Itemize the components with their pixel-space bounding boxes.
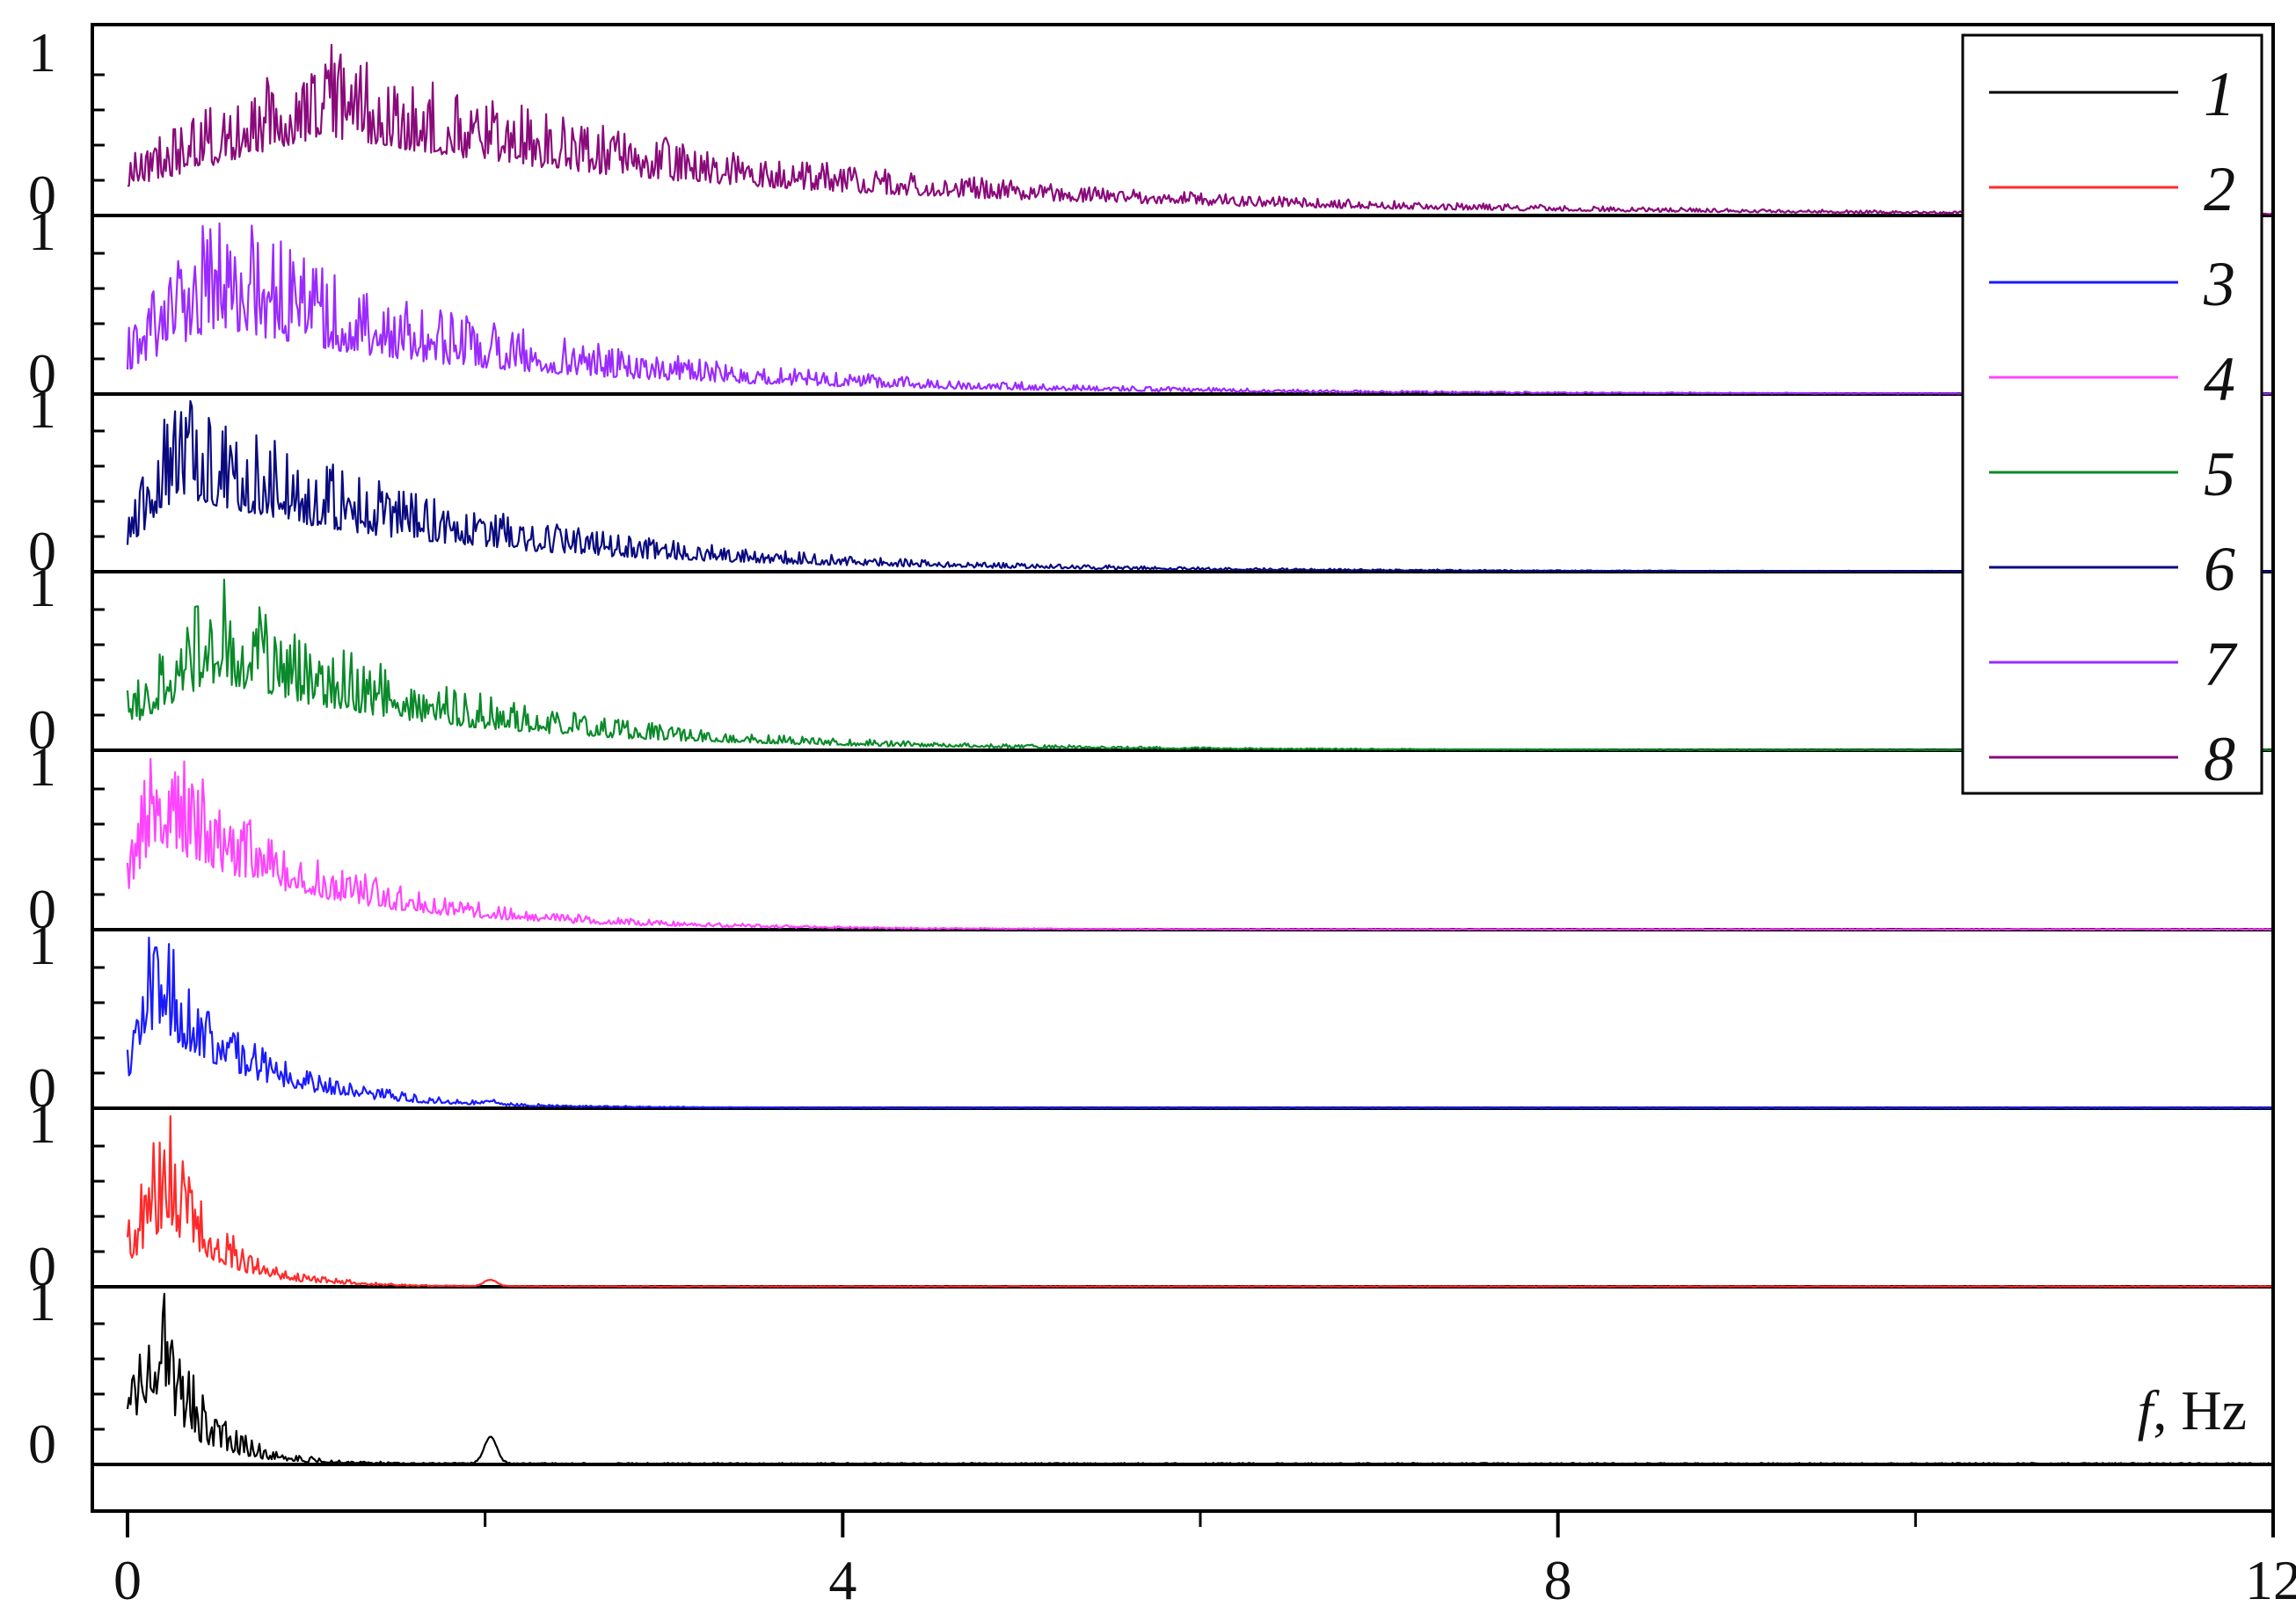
trace-group (126, 43, 2274, 1466)
series-line-6 (126, 399, 2274, 573)
legend-label-8: 8 (2204, 724, 2235, 794)
legend-label-7: 7 (2204, 629, 2238, 699)
legend-label-1: 1 (2204, 59, 2235, 129)
legend-box (1961, 33, 2263, 795)
y-tick-label-0-panel-4: 0 (28, 878, 56, 940)
y-tick-label-1-panel-1: 1 (28, 1270, 56, 1333)
x-axis-label: f, Hz (2138, 1379, 2247, 1442)
series-line-1 (126, 1292, 2274, 1466)
panel-group (92, 214, 2273, 1466)
y-tick-label-1-panel-5: 1 (28, 556, 56, 618)
x-axis: 0 4 8 12 (113, 1511, 2296, 1611)
y-tick-label-1-panel-3: 1 (28, 914, 56, 976)
y-tick-label-0-panel-6: 0 (28, 520, 56, 582)
x-tick-label-8: 8 (1544, 1549, 1572, 1611)
y-tick-label-0-panel-1: 0 (28, 1413, 56, 1475)
y-tick-label-1-panel-7: 1 (28, 200, 56, 262)
y-tick-label-1-panel-6: 1 (28, 377, 56, 440)
legend-label-4: 4 (2204, 344, 2235, 414)
legend-label-6: 6 (2204, 534, 2235, 604)
series-line-7 (126, 222, 2274, 395)
legend: 1 2 3 4 5 6 7 8 (1961, 33, 2263, 795)
y-tick-label-1-panel-8: 1 (28, 21, 56, 84)
legend-label-5: 5 (2204, 439, 2235, 509)
series-line-3 (126, 936, 2274, 1110)
series-line-2 (126, 1114, 2274, 1289)
x-axis-label-unit: , Hz (2153, 1379, 2247, 1442)
y-tick-label-0-panel-5: 0 (28, 698, 56, 761)
x-tick-label-12: 12 (2245, 1549, 2296, 1611)
series-line-4 (126, 757, 2274, 931)
series-line-8 (127, 43, 2274, 215)
y-tick-label-0-panel-7: 0 (28, 342, 56, 405)
y-tick-label-0-panel-8: 0 (28, 164, 56, 226)
legend-label-3: 3 (2203, 249, 2235, 319)
y-tick-label-0-panel-3: 0 (28, 1056, 56, 1119)
legend-label-2: 2 (2204, 154, 2235, 224)
y-tick-label-1-panel-2: 1 (28, 1092, 56, 1155)
y-tick-label-1-panel-4: 1 (28, 735, 56, 798)
plot-frame (91, 23, 2275, 1513)
series-line-5 (126, 578, 2274, 752)
y-tick-label-0-panel-2: 0 (28, 1235, 56, 1297)
x-tick-label-4: 4 (828, 1549, 856, 1611)
x-tick-label-0: 0 (113, 1549, 142, 1611)
